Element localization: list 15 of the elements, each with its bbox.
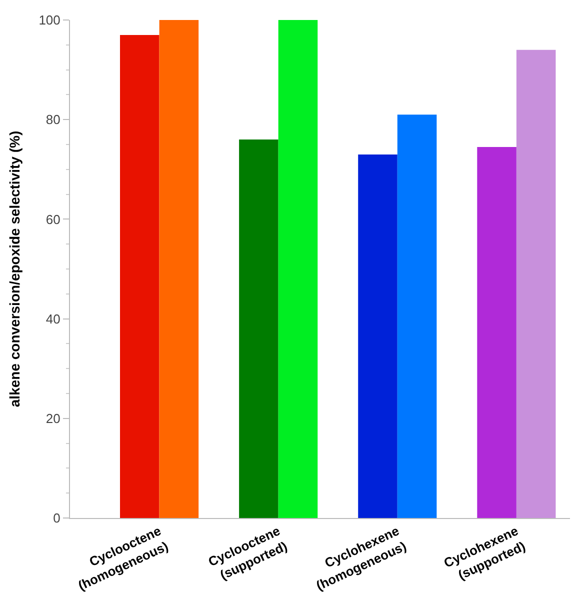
bar: [278, 20, 318, 518]
y-axis-title: alkene conversion/epoxide selectivity (%): [6, 130, 22, 408]
bar: [159, 20, 199, 518]
y-tick-label: 40: [46, 311, 60, 326]
bar: [239, 140, 278, 518]
y-tick-label: 20: [46, 410, 60, 426]
y-tick-label: 80: [46, 112, 60, 128]
bar: [120, 34, 160, 518]
y-tick-label: 0: [53, 510, 60, 526]
bar: [397, 114, 437, 518]
bar: [516, 50, 556, 518]
y-tick-label: 60: [46, 212, 60, 227]
bar: [477, 146, 516, 518]
y-tick-label: 100: [38, 12, 60, 28]
bar: [358, 154, 398, 518]
